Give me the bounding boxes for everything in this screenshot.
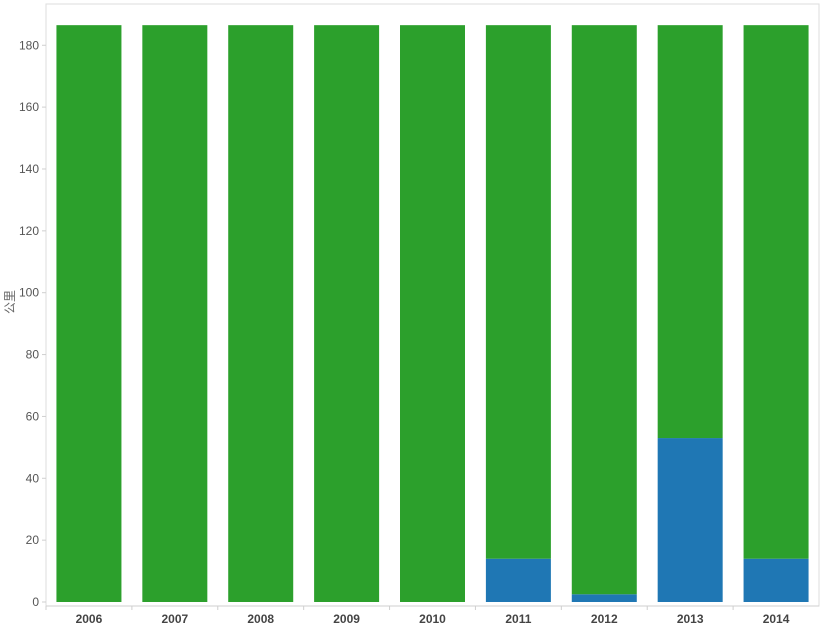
bar-2008-segment-2 (228, 25, 294, 603)
y-tick-label-120: 120 (19, 224, 39, 238)
x-tick-label-2008: 2008 (247, 612, 274, 626)
y-tick-label-20: 20 (26, 533, 40, 547)
y-tick-label-80: 80 (26, 348, 40, 362)
x-tick-label-2010: 2010 (419, 612, 446, 626)
x-tick-label-2014: 2014 (763, 612, 790, 626)
x-tick-label-2009: 2009 (333, 612, 360, 626)
y-tick-label-180: 180 (19, 38, 39, 52)
bar-2014-segment-1 (743, 558, 809, 602)
y-tick-label-160: 160 (19, 100, 39, 114)
x-tick-label-2007: 2007 (161, 612, 188, 626)
bar-2013-segment-2 (657, 25, 723, 439)
bar-2006-segment-2 (56, 25, 122, 603)
y-tick-label-100: 100 (19, 286, 39, 300)
bar-2011-segment-1 (485, 558, 551, 602)
y-tick-label-60: 60 (26, 409, 40, 423)
bar-2013-segment-1 (657, 438, 723, 602)
x-tick-label-2012: 2012 (591, 612, 618, 626)
y-tick-label-0: 0 (32, 595, 39, 609)
y-tick-label-40: 40 (26, 471, 40, 485)
y-axis-title: 公里 (3, 290, 17, 314)
y-tick-label-140: 140 (19, 162, 39, 176)
bar-2011-segment-2 (485, 25, 551, 559)
bar-2009-segment-2 (314, 25, 380, 603)
bar-2007-segment-2 (142, 25, 208, 603)
bar-2012-segment-1 (571, 594, 637, 602)
x-tick-label-2006: 2006 (76, 612, 103, 626)
bar-2012-segment-2 (571, 25, 637, 595)
bar-2014-segment-2 (743, 25, 809, 559)
x-tick-label-2013: 2013 (677, 612, 704, 626)
x-tick-label-2011: 2011 (505, 612, 531, 626)
bar-2010-segment-2 (400, 25, 465, 603)
